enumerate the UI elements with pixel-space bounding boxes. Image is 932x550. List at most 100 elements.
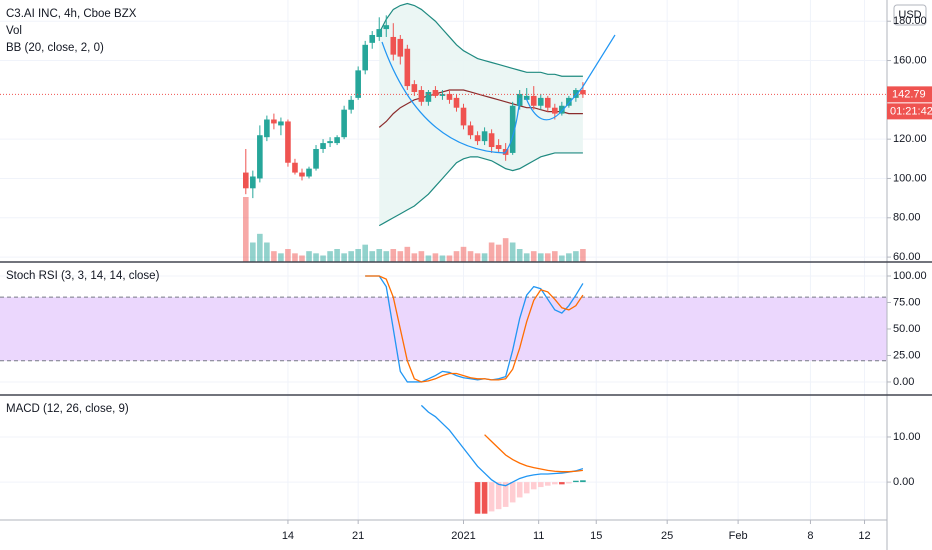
y-tick-label: 75.00 bbox=[893, 296, 921, 308]
candle-body bbox=[390, 36, 397, 55]
last-price-label: 142.79 bbox=[892, 88, 926, 100]
x-tick-label: 25 bbox=[661, 530, 673, 542]
volume-bar bbox=[523, 253, 530, 262]
candle-body bbox=[566, 97, 572, 106]
volume-bar bbox=[559, 255, 565, 262]
candle-body bbox=[404, 48, 411, 87]
bb-lower bbox=[378, 152, 583, 227]
symbol-title: C3.AI INC, 4h, Cboe BZX bbox=[6, 8, 137, 20]
candle-body bbox=[383, 25, 390, 30]
candle-body bbox=[320, 143, 326, 149]
band-fill bbox=[0, 297, 887, 361]
y-tick-label: 50.00 bbox=[893, 323, 921, 335]
candle-body bbox=[299, 172, 305, 177]
x-tick-label: 14 bbox=[282, 530, 294, 542]
candle-body bbox=[243, 172, 249, 189]
volume-bar bbox=[271, 251, 277, 262]
y-tick-label: 10.00 bbox=[893, 431, 921, 443]
volume-bar bbox=[313, 253, 319, 262]
candle-body bbox=[552, 107, 558, 114]
macd-title: MACD (12, 26, close, 9) bbox=[6, 403, 129, 415]
candle-body bbox=[271, 119, 277, 124]
histogram-bar bbox=[544, 482, 551, 486]
volume-bar bbox=[411, 253, 418, 262]
volume-bar bbox=[467, 251, 474, 262]
countdown-box bbox=[887, 103, 932, 120]
histogram-bar bbox=[552, 482, 558, 485]
candle-body bbox=[460, 107, 467, 126]
volume-bar bbox=[544, 253, 551, 262]
candle-body bbox=[432, 90, 439, 96]
candle-body bbox=[355, 70, 361, 98]
y-tick-label: 180.00 bbox=[893, 15, 927, 27]
histogram-bar bbox=[537, 482, 544, 488]
candle-body bbox=[573, 90, 579, 98]
candle-body bbox=[537, 97, 544, 106]
x-tick-label: 21 bbox=[352, 530, 364, 542]
currency-label[interactable]: USD bbox=[898, 9, 921, 21]
volume-bar bbox=[446, 255, 453, 262]
candle-body bbox=[509, 105, 516, 153]
candle-body bbox=[481, 131, 488, 142]
volume-bar bbox=[432, 253, 439, 262]
candle-body bbox=[425, 91, 432, 102]
volume-bar bbox=[341, 253, 347, 262]
candle-body bbox=[313, 148, 319, 169]
candle-body bbox=[580, 90, 586, 95]
volume-bar bbox=[320, 255, 326, 262]
candle-body bbox=[257, 135, 263, 179]
volume-bar bbox=[334, 249, 340, 262]
volume-bar bbox=[566, 253, 572, 262]
volume-bar bbox=[509, 242, 516, 262]
volume-bar bbox=[257, 233, 263, 262]
volume-bar bbox=[404, 246, 411, 262]
countdown-label: 01:21:42 bbox=[890, 105, 932, 117]
candle-body bbox=[327, 141, 333, 144]
volume-bar bbox=[573, 251, 579, 262]
volume-bar bbox=[502, 238, 509, 262]
candle-body bbox=[397, 38, 404, 57]
data-layer bbox=[0, 2, 887, 514]
candle-body bbox=[334, 137, 340, 144]
y-tick-label: 80.00 bbox=[893, 212, 921, 224]
macd-line bbox=[420, 404, 584, 487]
volume-bar bbox=[292, 253, 298, 262]
candle-body bbox=[285, 121, 291, 163]
candle-body bbox=[306, 168, 312, 177]
volume-bar bbox=[327, 251, 333, 262]
y-tick-label: 0.00 bbox=[893, 476, 914, 488]
volume-legend: Vol bbox=[6, 25, 22, 37]
candle-body bbox=[278, 121, 284, 126]
currency-box[interactable] bbox=[893, 4, 927, 26]
volume-bar bbox=[481, 253, 488, 262]
y-tick-label: 100.00 bbox=[893, 270, 927, 282]
volume-bar bbox=[425, 255, 432, 262]
candle-body bbox=[530, 95, 537, 106]
volume-bar bbox=[397, 251, 404, 262]
bb-upper bbox=[378, 2, 583, 77]
candle-body bbox=[418, 90, 425, 102]
candle-body bbox=[250, 176, 256, 189]
candle-body bbox=[446, 93, 453, 100]
histogram-bar bbox=[474, 482, 481, 514]
candle-body bbox=[348, 99, 354, 110]
histogram-bar bbox=[580, 480, 586, 483]
macd-line bbox=[484, 434, 583, 473]
volume-bar bbox=[355, 249, 361, 262]
histogram-bar bbox=[573, 480, 579, 483]
x-tick-label: 15 bbox=[590, 530, 602, 542]
histogram-bar bbox=[481, 482, 488, 514]
volume-bar bbox=[376, 249, 383, 262]
volume-bar bbox=[362, 244, 368, 262]
candle-body bbox=[264, 119, 270, 138]
histogram-bar bbox=[502, 482, 509, 507]
candle-body bbox=[362, 44, 368, 71]
candle-body bbox=[467, 125, 474, 136]
x-tick-label: 2021 bbox=[451, 530, 475, 542]
stoch-title: Stoch RSI (3, 3, 14, 14, close) bbox=[6, 270, 160, 282]
volume-bar bbox=[460, 246, 467, 262]
histogram-bar bbox=[566, 482, 572, 484]
y-tick-label: 100.00 bbox=[893, 172, 927, 184]
volume-bar bbox=[530, 251, 537, 262]
